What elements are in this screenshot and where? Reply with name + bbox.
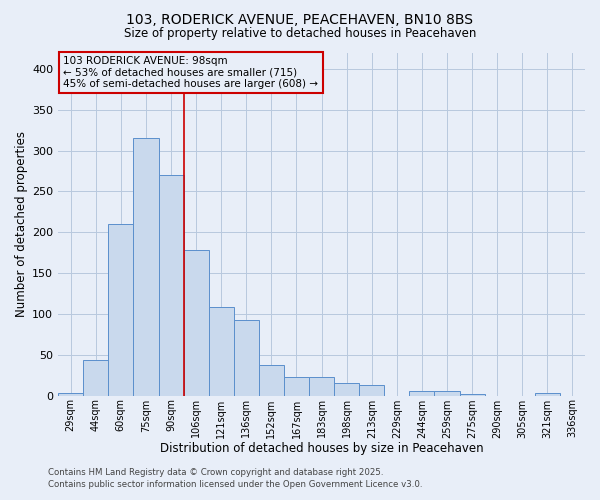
- Bar: [284, 377, 309, 396]
- Bar: [409, 392, 434, 396]
- Bar: [58, 393, 83, 396]
- Bar: [234, 320, 259, 396]
- Bar: [158, 175, 184, 396]
- Bar: [460, 394, 485, 396]
- Bar: [133, 138, 158, 396]
- Bar: [259, 364, 284, 396]
- Bar: [334, 384, 359, 396]
- Bar: [83, 360, 109, 396]
- Bar: [309, 377, 334, 396]
- Y-axis label: Number of detached properties: Number of detached properties: [15, 131, 28, 317]
- Bar: [434, 392, 460, 396]
- Bar: [184, 250, 209, 396]
- Bar: [109, 224, 133, 396]
- Text: 103, RODERICK AVENUE, PEACEHAVEN, BN10 8BS: 103, RODERICK AVENUE, PEACEHAVEN, BN10 8…: [127, 12, 473, 26]
- Bar: [209, 308, 234, 396]
- Text: 103 RODERICK AVENUE: 98sqm
← 53% of detached houses are smaller (715)
45% of sem: 103 RODERICK AVENUE: 98sqm ← 53% of deta…: [64, 56, 319, 89]
- Text: Contains HM Land Registry data © Crown copyright and database right 2025.
Contai: Contains HM Land Registry data © Crown c…: [48, 468, 422, 489]
- Text: Size of property relative to detached houses in Peacehaven: Size of property relative to detached ho…: [124, 28, 476, 40]
- Bar: [359, 385, 384, 396]
- Bar: [535, 393, 560, 396]
- X-axis label: Distribution of detached houses by size in Peacehaven: Distribution of detached houses by size …: [160, 442, 484, 455]
